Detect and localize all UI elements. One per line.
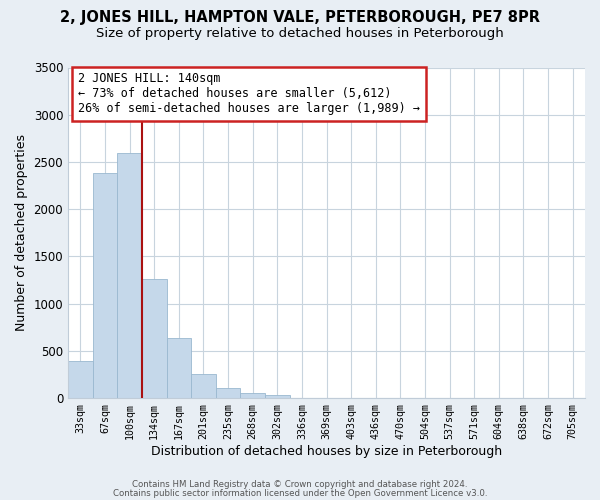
Bar	[167, 338, 191, 398]
X-axis label: Distribution of detached houses by size in Peterborough: Distribution of detached houses by size …	[151, 444, 502, 458]
Text: Size of property relative to detached houses in Peterborough: Size of property relative to detached ho…	[96, 28, 504, 40]
Y-axis label: Number of detached properties: Number of detached properties	[15, 134, 28, 332]
Bar	[241, 393, 265, 398]
Text: Contains public sector information licensed under the Open Government Licence v3: Contains public sector information licen…	[113, 488, 487, 498]
Bar	[68, 361, 92, 398]
Bar	[92, 174, 117, 398]
Bar	[216, 388, 241, 398]
Bar	[117, 152, 142, 398]
Bar	[265, 395, 290, 398]
Text: 2, JONES HILL, HAMPTON VALE, PETERBOROUGH, PE7 8PR: 2, JONES HILL, HAMPTON VALE, PETERBOROUG…	[60, 10, 540, 25]
Text: 2 JONES HILL: 140sqm
← 73% of detached houses are smaller (5,612)
26% of semi-de: 2 JONES HILL: 140sqm ← 73% of detached h…	[79, 72, 421, 116]
Text: Contains HM Land Registry data © Crown copyright and database right 2024.: Contains HM Land Registry data © Crown c…	[132, 480, 468, 489]
Bar	[142, 279, 167, 398]
Bar	[191, 374, 216, 398]
